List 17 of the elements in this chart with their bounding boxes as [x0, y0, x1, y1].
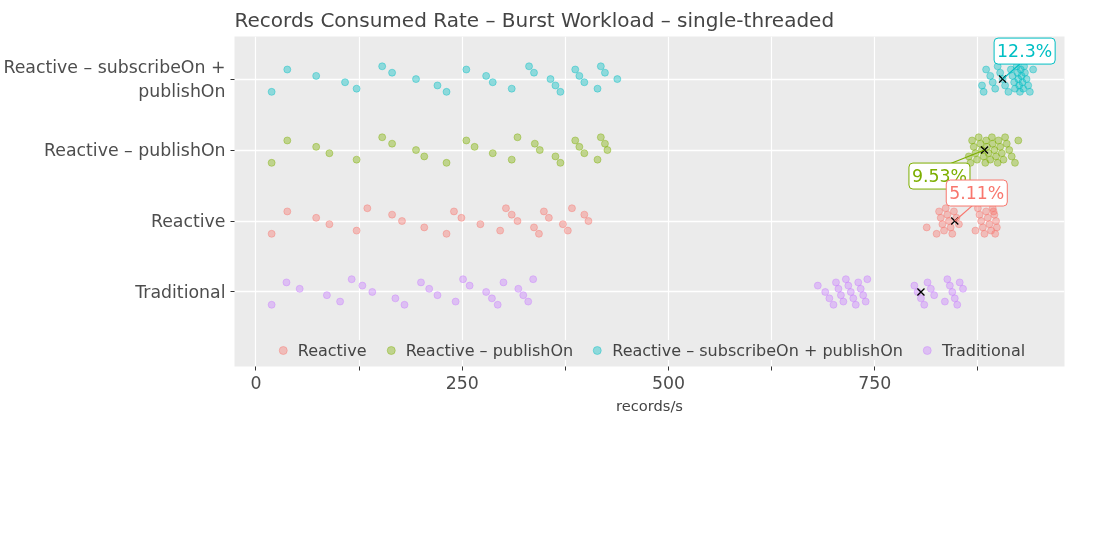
y-tick-label: Reactive – publishOn: [43, 140, 226, 161]
legend-label: Traditional: [941, 340, 1026, 360]
y-tick-label: Traditional: [134, 281, 226, 302]
legend-label: Reactive – publishOn: [405, 340, 574, 360]
x-tick-label: 0: [250, 372, 262, 393]
x-tick-label: 250: [445, 372, 479, 393]
y-tick-label: Reactive – subscribeOn + publishOn: [3, 57, 226, 102]
x-tick-label: 750: [858, 372, 892, 393]
annotation: 9.53%: [911, 166, 968, 187]
chart-title: Records Consumed Rate – Burst Workload – single-threaded: [234, 7, 835, 32]
x-tick-label: 500: [651, 372, 686, 393]
y-tick-label: Reactive: [150, 211, 226, 232]
legend-label: Reactive: [297, 340, 367, 360]
x-axis-title: records/s: [615, 396, 684, 414]
annotation: 5.11%: [949, 183, 1005, 204]
annotation: 12.3%: [997, 41, 1053, 62]
legend-label: Reactive – subscribeOn + publishOn: [612, 340, 903, 360]
